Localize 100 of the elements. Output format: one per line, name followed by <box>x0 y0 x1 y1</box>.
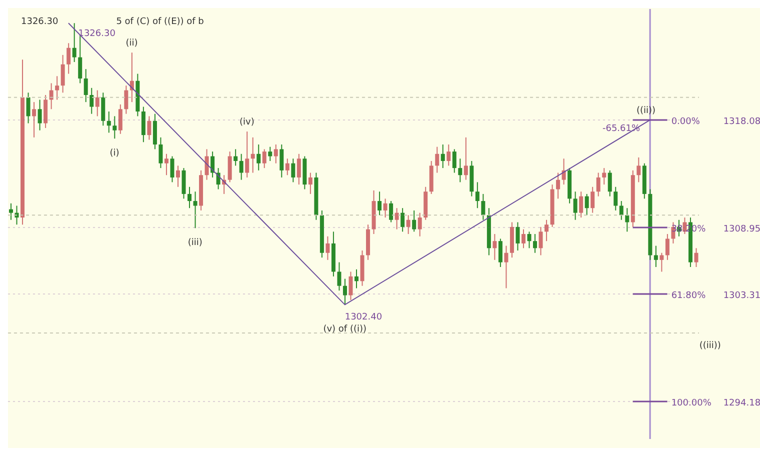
candlestick <box>378 191 382 216</box>
candlestick <box>182 168 186 200</box>
candlestick <box>280 144 284 178</box>
candlestick <box>665 234 670 260</box>
candlestick <box>596 172 600 197</box>
candlestick <box>383 198 388 218</box>
annotation: (ii) <box>126 38 138 49</box>
candlestick <box>210 151 215 178</box>
candlestick <box>418 212 422 237</box>
annotation: 1302.40 <box>344 312 382 323</box>
candlestick <box>498 238 502 268</box>
candlestick <box>579 191 584 218</box>
candlestick <box>516 222 520 252</box>
candlestick <box>60 54 65 94</box>
candlestick <box>9 202 13 220</box>
candlestick <box>308 172 312 194</box>
annotation: 100.00% <box>671 398 712 409</box>
candlestick <box>475 182 480 209</box>
candlestick <box>38 99 42 131</box>
candlestick <box>584 193 589 216</box>
annotation: (iv) <box>240 118 254 128</box>
candlestick <box>342 278 347 306</box>
candlestick <box>204 148 209 180</box>
candlestick <box>256 144 261 171</box>
candlestick <box>556 172 560 200</box>
candlestick <box>660 252 664 272</box>
candlestick <box>78 36 82 84</box>
candlestick <box>95 90 100 117</box>
candlestick <box>268 146 272 162</box>
annotation: (i) <box>110 148 120 159</box>
candlestick <box>619 200 624 220</box>
candlestick <box>435 146 440 174</box>
candlestick <box>176 165 180 188</box>
candlestick <box>614 186 618 211</box>
candlestick <box>234 148 238 166</box>
candlestick <box>239 153 244 180</box>
candlestick <box>245 131 250 178</box>
candlestick <box>188 186 192 209</box>
annotation: 5 of (C) of ((E)) of b <box>116 17 204 28</box>
ref-line-label: 1308.95 <box>723 224 760 235</box>
annotation: 1326.30 <box>78 29 116 40</box>
candlestick <box>446 144 451 166</box>
candlestick <box>544 219 549 242</box>
candlestick <box>590 186 595 214</box>
candlestick <box>608 170 612 197</box>
candlestick <box>527 231 532 249</box>
candlestick <box>533 234 538 254</box>
text: ((iii)) <box>699 340 721 351</box>
annotation: (v) of ((i)) <box>323 324 367 335</box>
candlestick <box>406 214 410 235</box>
candlestick <box>400 208 405 232</box>
candlestick <box>72 22 76 63</box>
candlestick <box>654 245 658 268</box>
candlestick <box>32 102 36 138</box>
candlestick <box>291 158 296 183</box>
annotation: (iii) <box>188 238 202 248</box>
candlestick <box>141 106 146 143</box>
candlestick <box>464 136 468 180</box>
candlestick <box>147 116 152 140</box>
candlestick <box>112 116 117 140</box>
candlestick <box>521 228 526 249</box>
candlestick <box>106 110 111 134</box>
ref-line-label: 1303.31 <box>723 290 760 301</box>
ref-line-label: 1294.18 <box>723 398 760 409</box>
candlestick <box>348 271 353 300</box>
candlestick <box>602 168 606 186</box>
candlestick <box>440 144 445 169</box>
candlestick <box>66 42 71 74</box>
ref-line-label: 1318.08 <box>723 116 760 127</box>
candlestick <box>118 104 122 134</box>
candlestick <box>84 68 88 103</box>
candlestick <box>170 156 174 183</box>
candlestick <box>296 153 301 186</box>
candlestick <box>262 148 266 169</box>
candlestick <box>625 208 630 232</box>
candlestick <box>44 94 48 128</box>
candlestick <box>492 234 497 260</box>
candlestick <box>636 156 641 183</box>
candlestick <box>158 136 163 169</box>
candlestick <box>164 153 168 176</box>
candlestick <box>152 113 157 150</box>
candlestick <box>538 226 543 256</box>
candlestick <box>694 248 698 268</box>
candlestick <box>90 87 94 114</box>
candlestick <box>354 268 358 289</box>
candlestick <box>101 92 106 126</box>
candlestick <box>412 210 416 232</box>
candlestick <box>504 245 508 289</box>
candlestick <box>389 200 394 223</box>
annotation: 0.00% <box>671 116 700 127</box>
candlestick <box>458 158 462 183</box>
candlestick <box>326 236 330 260</box>
annotation: 1326.30 <box>21 17 58 28</box>
candlestick <box>285 158 290 176</box>
annotation: 61.80% <box>671 290 706 301</box>
candlestick <box>274 144 278 164</box>
candlestick <box>452 148 456 174</box>
candlestick <box>394 208 399 230</box>
candlestick <box>573 191 578 220</box>
candlestick <box>26 92 30 124</box>
